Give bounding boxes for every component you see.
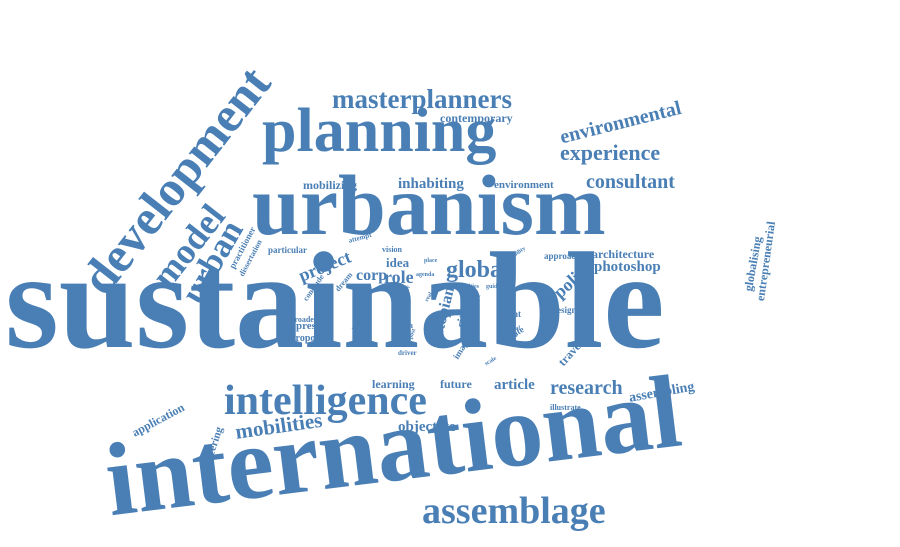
word-corp: corp <box>356 267 388 284</box>
word-planning: planning <box>262 97 497 165</box>
word-design: design <box>552 305 577 315</box>
word-place: place <box>424 258 438 264</box>
word-form: form <box>396 321 413 330</box>
word-broader: broader <box>290 315 318 324</box>
word-global: global <box>446 257 509 283</box>
word-vision: vision <box>382 245 403 254</box>
word-future: future <box>440 377 472 391</box>
word-idea: idea <box>386 255 410 270</box>
word-consultant: consultant <box>586 171 675 193</box>
word-guide: guide <box>486 284 501 290</box>
word-present: present <box>296 320 331 332</box>
word-group: group <box>500 331 518 339</box>
word-experience: experience <box>560 140 661 165</box>
word-agenda: agenda <box>416 272 435 278</box>
word-assemblage: assemblage <box>422 490 606 532</box>
word-environment: environment <box>494 179 554 191</box>
word-proposal: proposal <box>290 333 328 344</box>
word-driver: driver <box>398 349 417 357</box>
word-architecture: architecture <box>592 247 655 261</box>
word-masterplanners: masterplanners <box>332 84 512 114</box>
word-illustrate: illustrate <box>550 403 581 412</box>
word-approach: approach <box>544 251 581 261</box>
word-intelligence: intelligence <box>224 378 427 424</box>
word-research: research <box>550 377 623 399</box>
word-cities: cities <box>466 284 479 290</box>
word-mobilizing: mobilizing <box>303 178 358 192</box>
word-contemporary: contemporary <box>440 111 513 125</box>
word-photoshop: photoshop <box>594 259 661 275</box>
word-sustainable: sustainable <box>5 224 665 377</box>
word-urbanism: urbanism <box>252 157 606 253</box>
word-article: article <box>494 377 535 393</box>
word-client: client <box>500 309 521 319</box>
word-inhabiting: inhabiting <box>398 176 464 192</box>
word-role: role <box>384 267 414 287</box>
word-local: local <box>508 326 520 332</box>
word-entrepreneurial: entrepreneurial <box>753 220 779 302</box>
word-learning: learning <box>372 377 415 391</box>
word-objective: objective <box>398 419 456 435</box>
word-particular: particular <box>268 245 307 255</box>
